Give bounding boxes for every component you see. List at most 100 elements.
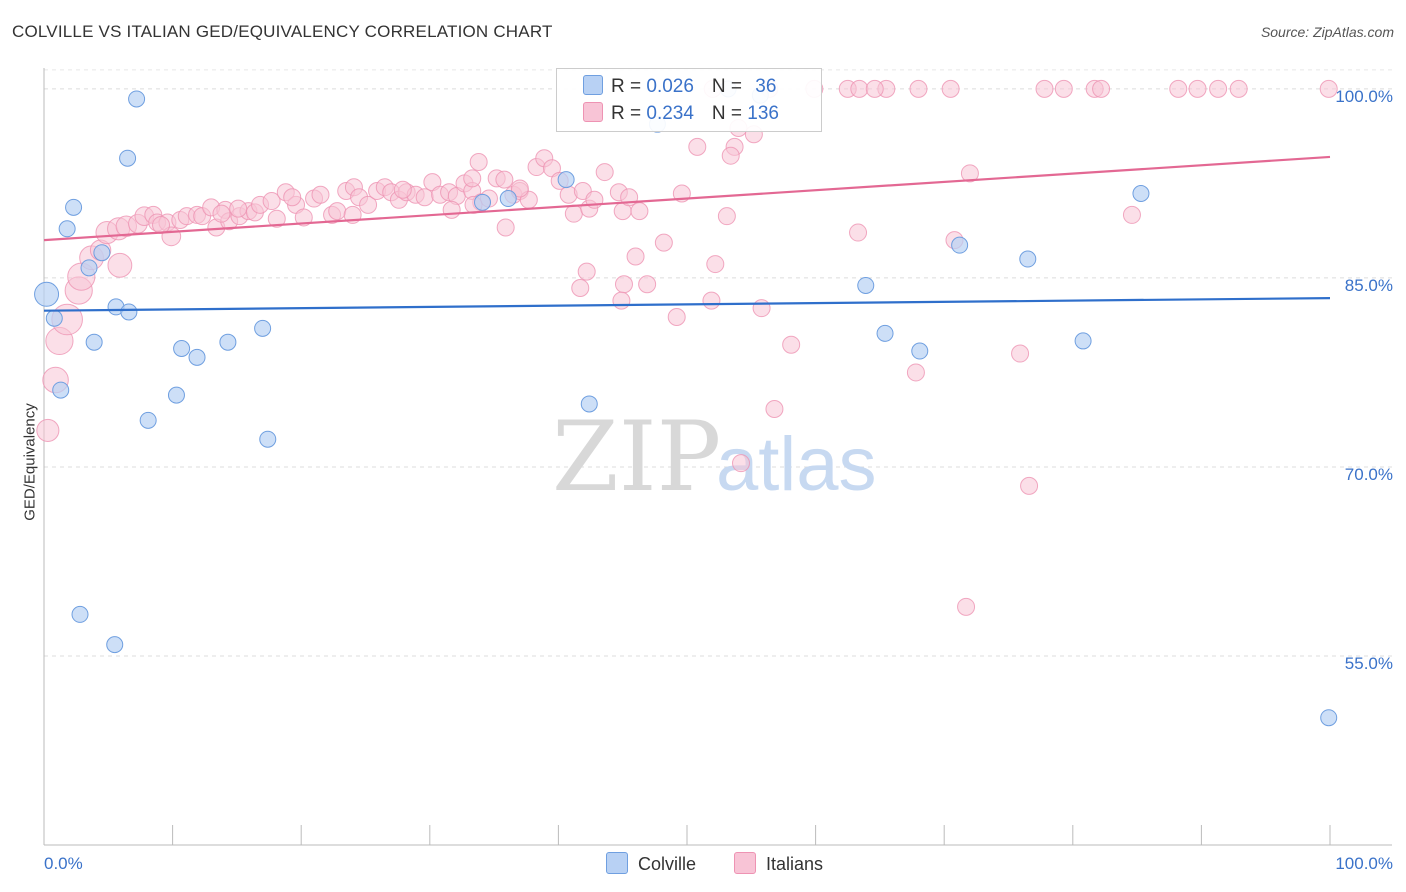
italians-point xyxy=(957,597,976,616)
colville-point xyxy=(499,190,517,208)
colville-point xyxy=(71,605,89,623)
legend-r-label: R = xyxy=(611,76,647,97)
italians-point xyxy=(294,208,313,227)
colville-point xyxy=(119,149,137,167)
colville-point xyxy=(219,333,237,351)
italians-point xyxy=(1122,205,1141,224)
italians-point xyxy=(1319,79,1338,98)
italians-point xyxy=(442,200,461,219)
italians-point xyxy=(328,202,347,221)
italians-point xyxy=(706,255,725,274)
colville-point xyxy=(128,90,146,108)
italians-point xyxy=(595,163,614,182)
italians-point xyxy=(107,252,133,278)
grid-layer xyxy=(44,69,1392,657)
italians-point xyxy=(267,209,286,228)
italians-point xyxy=(960,164,979,183)
italians-point xyxy=(909,79,928,98)
colville-point xyxy=(58,220,76,238)
italians-legend-swatch xyxy=(734,852,756,874)
italians-point xyxy=(1169,79,1188,98)
italians-point xyxy=(667,307,686,326)
colville-point xyxy=(474,193,492,211)
italians-point xyxy=(732,454,751,473)
italians-point xyxy=(752,299,771,318)
colville-point xyxy=(1320,709,1338,727)
italians-points xyxy=(36,79,1338,616)
colville-point xyxy=(139,411,157,429)
colville-point xyxy=(876,324,894,342)
colville-point xyxy=(259,430,277,448)
italians-point xyxy=(262,192,281,211)
italians-point xyxy=(564,204,583,223)
y-tick-label: 55.0% xyxy=(1345,654,1393,673)
colville-swatch xyxy=(583,75,603,95)
legend-r-label: R = xyxy=(611,103,647,124)
italians-point xyxy=(782,335,801,354)
italians-point xyxy=(1188,79,1207,98)
italians-point xyxy=(212,204,231,223)
y-axis-label: GED/Equivalency xyxy=(21,403,39,521)
colville-point xyxy=(93,244,111,262)
colville-legend-label: Colville xyxy=(638,854,697,874)
italians-point xyxy=(614,275,633,294)
italians-point xyxy=(1209,79,1228,98)
italians-point xyxy=(1092,79,1111,98)
colville-point xyxy=(557,171,575,189)
italians-point xyxy=(1035,79,1054,98)
italians-point xyxy=(229,199,248,218)
italians-point xyxy=(152,216,171,234)
italians-point xyxy=(463,169,482,188)
colville-point xyxy=(106,636,124,654)
italians-point xyxy=(941,79,960,98)
colville-trend-line xyxy=(43,296,1331,312)
watermark: ZIP atlas xyxy=(552,401,877,513)
tick-labels: 55.0% 70.0% 85.0% 100.0% 0.0% 100.0% xyxy=(44,87,1393,873)
italians-point xyxy=(638,275,657,294)
italians-point xyxy=(765,399,784,418)
italians-point xyxy=(849,223,868,242)
italians-point xyxy=(654,233,673,252)
italians-point xyxy=(850,79,869,98)
italians-point xyxy=(721,146,740,165)
italians-point xyxy=(626,247,645,266)
colville-point xyxy=(1132,184,1150,202)
italians-point xyxy=(1011,344,1030,363)
x-tick-label-min: 0.0% xyxy=(44,854,83,873)
y-tick-label: 100.0% xyxy=(1335,87,1393,106)
italians-point xyxy=(510,179,529,198)
italians-point xyxy=(495,170,514,189)
colville-point xyxy=(167,386,185,404)
bottom-legend-colville[interactable]: Colville xyxy=(606,852,696,875)
legend-row-italians: R = 0.234 N = 136 xyxy=(583,102,779,128)
stats-legend: R = 0.026 N = 36 R = 0.234 N = 136 xyxy=(556,68,822,132)
legend-r-value-colville: 0.026 xyxy=(646,76,694,97)
y-tick-label: 85.0% xyxy=(1345,276,1393,295)
italians-point xyxy=(717,207,736,226)
chart-title: COLVILLE VS ITALIAN GED/EQUIVALENCY CORR… xyxy=(12,22,553,41)
bottom-legend-italians[interactable]: Italians xyxy=(734,852,823,875)
colville-point xyxy=(1074,332,1092,350)
italians-point xyxy=(571,279,590,298)
italians-point xyxy=(630,202,649,221)
italians-point xyxy=(906,363,925,382)
italians-swatch xyxy=(583,102,603,122)
colville-point xyxy=(188,348,206,366)
y-tick-label: 70.0% xyxy=(1345,465,1393,484)
colville-point xyxy=(85,333,103,351)
legend-n-label: N = xyxy=(711,103,748,124)
colville-point xyxy=(951,236,969,254)
colville-point xyxy=(120,303,138,321)
italians-point xyxy=(577,262,596,281)
italians-point xyxy=(496,218,515,237)
italians-point xyxy=(469,152,488,171)
italians-point xyxy=(393,180,412,199)
legend-row-colville: R = 0.026 N = 36 xyxy=(583,75,776,101)
colville-point xyxy=(911,342,929,360)
x-tick-label-max: 100.0% xyxy=(1335,854,1393,873)
colville-point xyxy=(1019,250,1037,268)
italians-point xyxy=(612,291,631,310)
italians-point xyxy=(415,188,434,207)
italians-point xyxy=(1229,79,1248,98)
